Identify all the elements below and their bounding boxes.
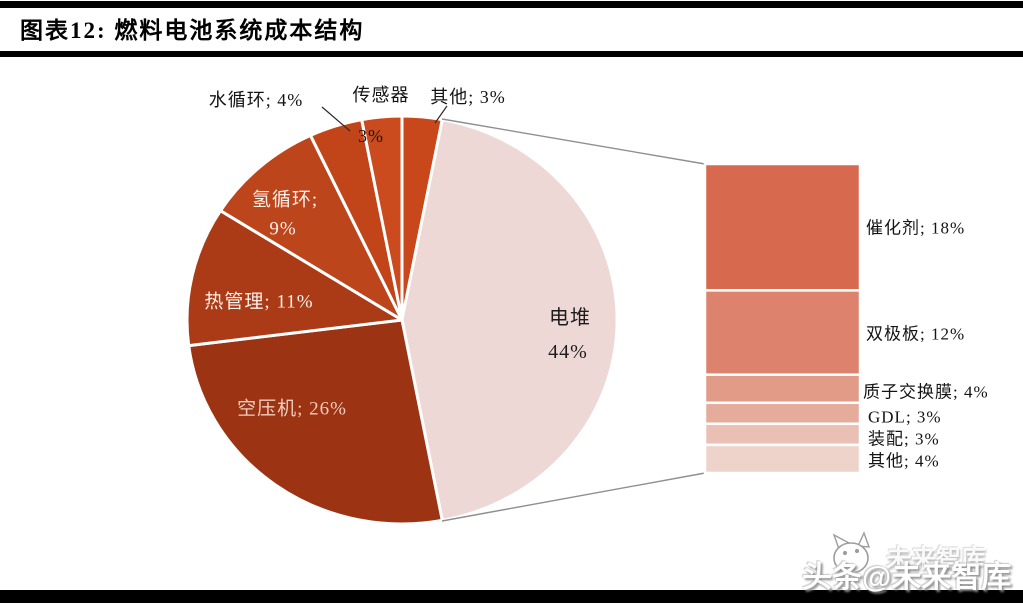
pie-label-h2-loop-name: 氢循环;	[251, 189, 319, 211]
pie	[185, 114, 619, 526]
bar-label-catalyst: 催化剂; 18%	[866, 218, 966, 238]
pie-slice	[400, 118, 619, 522]
top-rule	[0, 1, 1023, 8]
pie-slice	[185, 209, 404, 348]
leader-line-water-loop	[321, 106, 351, 132]
bar-segment	[703, 401, 862, 426]
bar-segment	[703, 289, 862, 376]
watermark: 头条@未来智库	[802, 561, 1012, 594]
pie-label-stack-value: 44%	[548, 341, 588, 363]
bar-label-bar-other: 其他; 4%	[868, 451, 940, 471]
bar-label-assembly: 装配; 3%	[868, 429, 940, 449]
bird-logo-icon	[832, 531, 871, 574]
figure-title: 图表12: 燃料电池系统成本结构	[20, 18, 365, 43]
pie-slice	[187, 318, 444, 526]
bar-segment	[703, 443, 862, 475]
pie-label-h2-loop-value: 9%	[269, 218, 297, 240]
watermark-ghost: 未来智库	[886, 545, 987, 573]
pie-label-other: 其他; 3%	[430, 87, 506, 107]
leader-line-other	[434, 105, 448, 124]
bar-segment	[703, 162, 862, 292]
title-underline-rule	[0, 51, 1023, 57]
breakdown-bar	[703, 162, 862, 475]
pie-label-water-loop: 水循环; 4%	[208, 90, 304, 110]
pie-label-sensor-value: 3%	[358, 126, 384, 146]
pie-slice	[219, 133, 404, 322]
connector-line-top	[441, 118, 706, 165]
pie-slice	[360, 114, 404, 322]
bar-segment	[703, 373, 862, 405]
bar-label-gdl: GDL; 3%	[868, 407, 942, 427]
bar-label-bipolar-plate: 双极板; 12%	[866, 324, 966, 344]
bar-segment	[703, 422, 862, 447]
connector-line-bottom	[441, 472, 706, 522]
bottom-rule	[0, 590, 1023, 603]
pie-label-sensor-name: 传感器	[352, 85, 410, 105]
pie-label-air-compressor: 空压机; 26%	[237, 398, 347, 420]
pie-label-stack-name: 电堆	[549, 307, 591, 329]
bar-label-membrane: 质子交换膜; 4%	[863, 382, 989, 402]
pie-label-thermal-mgmt: 热管理; 11%	[204, 291, 314, 313]
